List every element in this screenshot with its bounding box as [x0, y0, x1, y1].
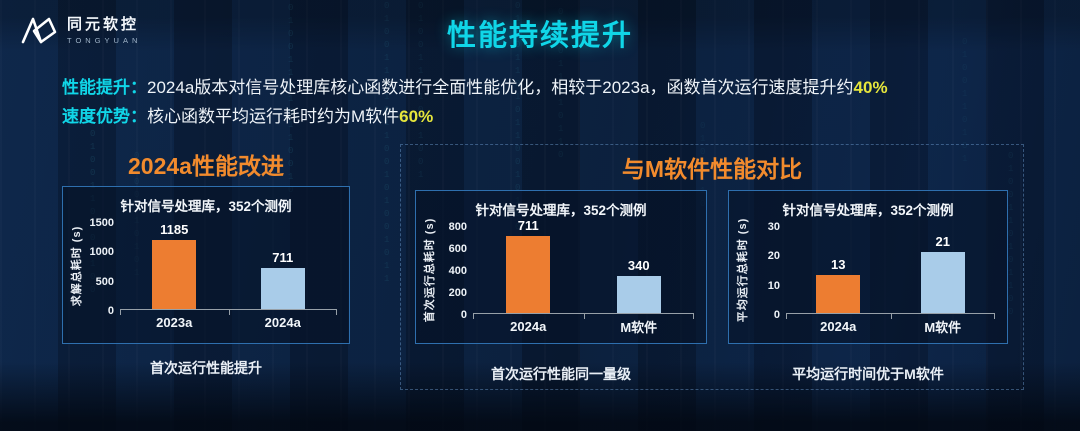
- y-axis-label: 求解总耗时 (s): [67, 222, 84, 335]
- left-section-heading: 2024a性能改进: [128, 153, 284, 179]
- x-axis-labels: 2024a M软件: [786, 314, 995, 339]
- y-axis-ticks: 0 10 20 30: [750, 221, 786, 321]
- bar-value-label: 13: [831, 257, 846, 273]
- axis-tick: [473, 314, 474, 319]
- bullet-speed-text: 核心函数平均运行耗时约为M软件: [147, 107, 400, 126]
- y-axis-label-text: 首次运行总耗时 (s): [423, 217, 436, 323]
- bar-slot: 711: [473, 218, 584, 313]
- y-tick-label: 0: [107, 305, 114, 317]
- chart-body: 平均运行总耗时 (s) 0 10 20 30 13 21 2024a M软件: [729, 218, 1007, 343]
- summary-bullets: 性能提升：2024a版本对信号处理库核心函数进行全面性能优化，相较于2023a，…: [62, 77, 888, 135]
- bar-slot: 711: [229, 222, 338, 309]
- chart-grid: 0 10 20 30 13 21 2024a M软件: [750, 221, 995, 339]
- chart-grid: 0 200 400 600 800 711 340 2024a M软件: [437, 218, 695, 339]
- bar-M软件: [920, 252, 965, 313]
- logo-name-en: TONGYUAN: [67, 36, 142, 45]
- x-axis-labels: 2024a M软件: [473, 314, 694, 339]
- logo: 同元软控 TONGYUAN: [20, 13, 141, 45]
- chart-title: 针对信号处理库，352个测例: [120, 199, 292, 214]
- bullet-performance-text: 2024a版本对信号处理库核心函数进行全面性能优化，相较于2023a，函数首次运…: [147, 78, 854, 97]
- chart-first-run-comparison: 针对信号处理库，352个测例 首次运行总耗时 (s) 0 200 400 600 800 71…: [415, 190, 707, 344]
- bar-value-label: 340: [627, 258, 650, 274]
- y-axis-label: 平均运行总耗时 (s): [733, 218, 750, 339]
- chart-body: 首次运行总耗时 (s) 0 200 400 600 800 711 340 2024a M软件: [416, 218, 706, 343]
- first-run-comparison-caption: 首次运行性能同一量级: [491, 366, 631, 382]
- x-category-label: 2024a: [820, 319, 857, 334]
- chart-body: 求解总耗时 (s) 0 500 1000 1500 1185 711 2023a 2024a: [63, 217, 349, 339]
- x-category-label: 2024a: [510, 319, 547, 334]
- bar-value-label: 711: [517, 217, 539, 233]
- average-run-comparison-caption: 平均运行时间优于M软件: [792, 366, 944, 382]
- axis-tick: [120, 310, 121, 315]
- logo-text: 同元软控 TONGYUAN: [67, 13, 141, 45]
- comparison-panel-border: [400, 144, 1024, 390]
- plot-wrap: 1185 711 2023a 2024a: [120, 222, 337, 335]
- plot-area: 13 21: [786, 226, 996, 319]
- y-tick-label: 1500: [89, 217, 114, 229]
- bullet-performance-label: 性能提升：: [62, 78, 147, 97]
- x-category-label: 2023a: [156, 315, 193, 330]
- y-tick-label: 10: [767, 279, 780, 292]
- y-axis-label-text: 求解总耗时 (s): [70, 225, 83, 307]
- bar-slot: 21: [891, 226, 996, 313]
- bullet-speed: 速度优势：核心函数平均运行耗时约为M软件60%: [62, 106, 888, 128]
- bar-2024a: [260, 267, 305, 309]
- bullet-speed-highlight: 60%: [399, 107, 434, 126]
- bullet-performance: 性能提升：2024a版本对信号处理库核心函数进行全面性能优化，相较于2023a，…: [62, 77, 888, 99]
- right-section-heading: 与M软件性能对比: [621, 156, 803, 182]
- bullet-performance-highlight: 40%: [853, 78, 888, 97]
- plot-area: 1185 711: [120, 222, 338, 315]
- bar-slot: 1185: [120, 222, 229, 309]
- bar-slot: 13: [786, 226, 891, 313]
- y-tick-label: 0: [773, 309, 780, 321]
- chart-grid: 0 500 1000 1500 1185 711 2023a 2024a: [84, 217, 337, 335]
- chart-title: 针对信号处理库，352个测例: [782, 203, 954, 218]
- plot-wrap: 711 340 2024a M软件: [473, 218, 695, 339]
- y-tick-label: 30: [767, 221, 780, 233]
- y-tick-label: 200: [448, 287, 467, 299]
- x-axis-labels: 2023a 2024a: [120, 310, 337, 335]
- axis-tick: [786, 314, 787, 319]
- y-axis-ticks: 0 200 400 600 800: [437, 221, 473, 321]
- y-tick-label: 0: [460, 309, 467, 321]
- y-tick-label: 800: [448, 221, 467, 233]
- x-category-label: M软件: [924, 320, 962, 335]
- axis-tick: [583, 314, 585, 319]
- x-category-label: M软件: [620, 320, 658, 335]
- bar-value-label: 711: [272, 249, 294, 265]
- tongyuan-logo-icon: [21, 17, 57, 44]
- axis-tick: [994, 314, 995, 319]
- axis-tick: [228, 310, 230, 315]
- left-chart-caption: 首次运行性能提升: [150, 360, 262, 376]
- bullet-speed-label: 速度优势：: [62, 107, 147, 126]
- chart-2024a-improvement: 针对信号处理库，352个测例求解总耗时 (s) 0 500 1000 1500 1185 7…: [62, 186, 350, 344]
- bar-value-label: 1185: [160, 222, 189, 238]
- y-axis-label-text: 平均运行总耗时 (s): [736, 217, 749, 323]
- y-tick-label: 20: [767, 250, 780, 263]
- chart-title: 针对信号处理库，352个测例: [475, 203, 647, 218]
- axis-tick: [890, 314, 892, 319]
- y-tick-label: 500: [95, 275, 114, 288]
- chart-average-run-comparison: 针对信号处理库，352个测例 平均运行总耗时 (s) 0 10 20 30 13 21 2024…: [728, 190, 1008, 344]
- y-tick-label: 600: [448, 243, 467, 255]
- y-tick-label: 1000: [89, 246, 114, 259]
- plot-wrap: 13 21 2024a M软件: [786, 226, 995, 339]
- bar-M软件: [616, 276, 661, 313]
- bar-2023a: [152, 240, 197, 309]
- y-tick-label: 400: [448, 265, 467, 277]
- axis-tick: [693, 314, 694, 319]
- bar-2024a: [506, 235, 551, 313]
- plot-area: 711 340: [473, 218, 695, 319]
- axis-tick: [336, 310, 337, 315]
- bar-slot: 340: [584, 226, 695, 313]
- y-axis-label: 首次运行总耗时 (s): [420, 218, 437, 339]
- x-category-label: 2024a: [264, 315, 301, 330]
- logo-name-cn: 同元软控: [67, 16, 140, 33]
- page-title: 性能持续提升: [446, 20, 633, 52]
- bar-value-label: 21: [935, 234, 950, 250]
- bar-2024a: [816, 275, 861, 313]
- y-axis-ticks: 0 500 1000 1500: [84, 217, 120, 317]
